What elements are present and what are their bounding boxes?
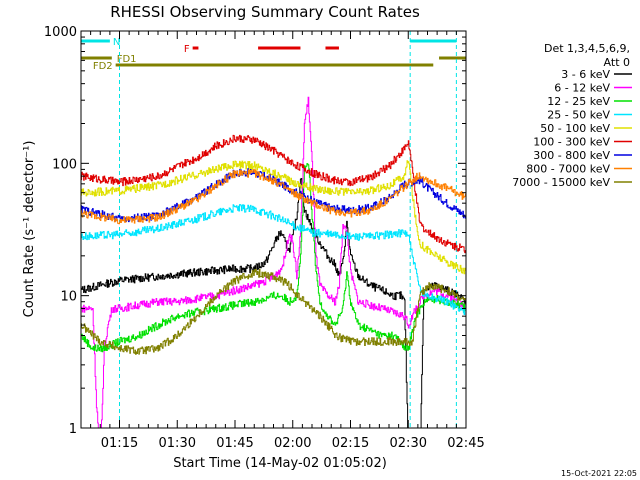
legend-label-2: 12 - 25 keV: [547, 95, 610, 108]
y-tick-label-3: 1000: [44, 25, 77, 40]
series-line-0: [81, 178, 466, 428]
x-axis: 01:15 01:30 01:45 02:00 02:15 02:30 02:45: [80, 31, 485, 451]
x-tick-label-0: 01:15: [101, 436, 138, 451]
series-line-8: [81, 268, 466, 355]
x-tick-label-3: 02:00: [274, 436, 311, 451]
x-axis-label: Start Time (14-May-02 01:05:02): [173, 456, 387, 471]
legend-label-6: 300 - 800 keV: [533, 149, 610, 162]
legend-label-8: 7000 - 15000 keV: [512, 176, 610, 189]
x-tick-label-6: 02:45: [447, 436, 484, 451]
series-line-3: [81, 204, 466, 315]
legend-label-1: 6 - 12 keV: [554, 82, 610, 95]
x-tick-label-4: 02:15: [332, 436, 369, 451]
legend-header-0: Det 1,3,4,5,6,9,: [544, 42, 630, 55]
series-line-2: [81, 163, 466, 353]
chart-title: RHESSI Observing Summary Count Rates: [110, 3, 420, 21]
x-tick-label-1: 01:30: [159, 436, 196, 451]
x-tick-label-2: 01:45: [216, 436, 253, 451]
series-line-4: [81, 160, 466, 275]
flag-label-fd1: FD1: [117, 54, 137, 65]
legend-label-4: 50 - 100 keV: [540, 122, 610, 135]
x-tick-label-5: 02:30: [390, 436, 427, 451]
y-axis-label: Count Rate (s⁻¹ detector⁻¹): [22, 141, 37, 318]
y-tick-label-0: 1: [69, 422, 77, 437]
y-tick-label-2: 100: [52, 157, 77, 172]
series-line-5: [81, 134, 466, 254]
data-series: [81, 96, 466, 428]
flag-bars: N F FD1 FD2: [81, 37, 466, 72]
flag-label-f: F: [184, 44, 190, 55]
night-markers: [119, 31, 457, 428]
series-line-1: [81, 96, 466, 428]
timestamp: 15-Oct-2021 22:05: [561, 469, 637, 478]
flag-label-fd2: FD2: [93, 61, 113, 72]
series-line-7: [81, 169, 466, 225]
legend-header-1: Att 0: [604, 56, 630, 69]
y-tick-label-1: 10: [60, 290, 77, 305]
y-axis: 1 10 100 1000: [44, 25, 466, 437]
legend-label-7: 800 - 7000 keV: [526, 163, 610, 176]
legend-label-3: 25 - 50 keV: [547, 109, 610, 122]
legend-label-0: 3 - 6 keV: [561, 68, 610, 81]
flag-label-n: N: [113, 37, 120, 48]
legend-label-5: 100 - 300 keV: [533, 136, 610, 149]
